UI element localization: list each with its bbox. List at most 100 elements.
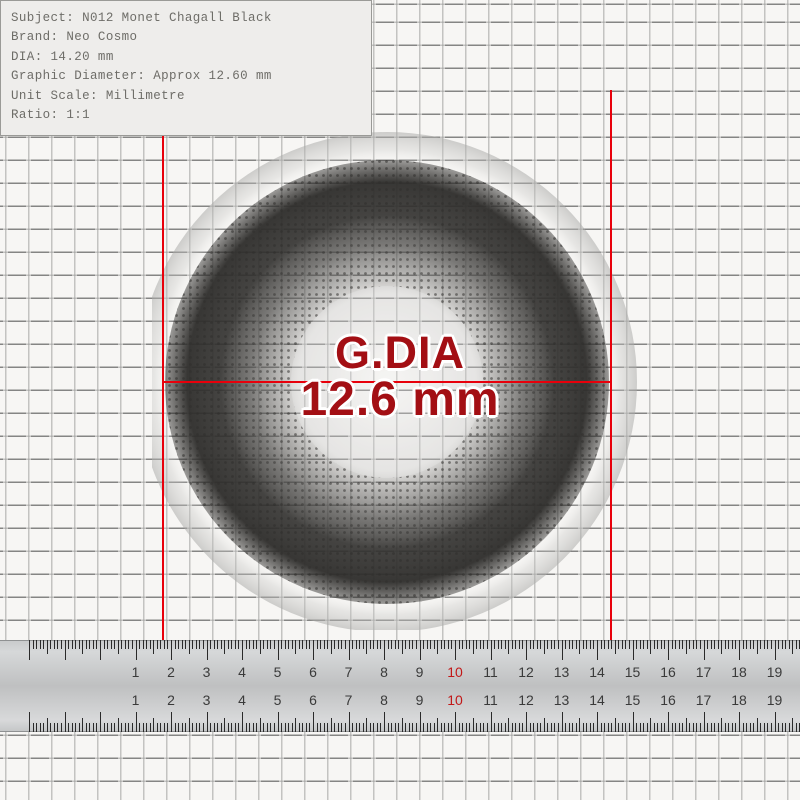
ruler-tick xyxy=(657,640,658,649)
ruler-tick xyxy=(370,723,371,732)
ruler-tick xyxy=(249,640,250,649)
ruler-tick xyxy=(352,723,353,732)
ruler-tick xyxy=(285,640,286,649)
ruler-tick xyxy=(679,640,680,649)
ruler-tick xyxy=(82,640,83,654)
ruler-tick xyxy=(75,640,76,649)
ruler-tick xyxy=(29,640,30,660)
ruler-number: 7 xyxy=(345,692,353,708)
ruler-number: 17 xyxy=(696,692,712,708)
ruler-tick xyxy=(278,640,279,660)
ruler-tick xyxy=(288,640,289,649)
ruler-tick xyxy=(409,723,410,732)
ruler-tick xyxy=(519,640,520,649)
ruler-tick xyxy=(57,640,58,649)
info-brand: Brand: Neo Cosmo xyxy=(11,28,361,47)
ruler-tick xyxy=(313,640,314,660)
ruler-tick xyxy=(114,640,115,649)
ruler-tick xyxy=(444,723,445,732)
ruler-tick xyxy=(590,723,591,732)
ruler-tick xyxy=(267,640,268,649)
ruler-tick xyxy=(682,640,683,649)
ruler-tick xyxy=(302,640,303,649)
ruler-tick xyxy=(590,640,591,649)
gdia-label: G.DIA xyxy=(300,330,499,376)
ruler-tick xyxy=(771,640,772,649)
ruler-tick xyxy=(593,640,594,649)
ruler-tick xyxy=(757,718,758,732)
ruler-tick xyxy=(562,712,563,732)
ruler-tick xyxy=(586,640,587,649)
ruler-tick xyxy=(643,640,644,649)
ruler-tick xyxy=(796,723,797,732)
ruler-tick xyxy=(309,640,310,649)
ruler-tick xyxy=(604,723,605,732)
ruler-number: 2 xyxy=(167,692,175,708)
ruler-tick xyxy=(767,640,768,649)
ruler-tick xyxy=(711,723,712,732)
ruler-tick xyxy=(136,712,137,732)
ruler-tick xyxy=(281,640,282,649)
ruler-tick xyxy=(192,723,193,732)
ruler-tick xyxy=(473,640,474,654)
info-unit-value: Millimetre xyxy=(106,89,185,103)
ruler-tick xyxy=(739,640,740,660)
ruler-tick xyxy=(331,640,332,654)
ruler-tick xyxy=(423,723,424,732)
ruler-tick xyxy=(654,723,655,732)
ruler-tick xyxy=(221,640,222,649)
ruler-tick xyxy=(675,723,676,732)
ruler-tick xyxy=(434,640,435,649)
ruler-tick xyxy=(72,723,73,732)
ruler-tick xyxy=(228,723,229,732)
ruler-tick xyxy=(61,640,62,649)
ruler-tick xyxy=(40,640,41,649)
ruler-tick xyxy=(196,723,197,732)
ruler-tick xyxy=(451,640,452,649)
ruler-tick xyxy=(139,723,140,732)
ruler-tick xyxy=(221,723,222,732)
ruler-tick xyxy=(253,640,254,649)
ruler-tick xyxy=(796,640,797,649)
ruler-tick xyxy=(178,640,179,649)
ruler-tick xyxy=(125,723,126,732)
ruler-tick xyxy=(33,640,34,649)
ruler-tick xyxy=(629,723,630,732)
ruler-tick xyxy=(459,723,460,732)
ruler-tick xyxy=(636,640,637,649)
ruler-tick xyxy=(636,723,637,732)
ruler-tick xyxy=(746,723,747,732)
info-ratio-label: Ratio: xyxy=(11,108,58,122)
info-gdia-value: Approx 12.60 mm xyxy=(153,69,272,83)
ruler-tick xyxy=(309,723,310,732)
ruler-tick xyxy=(278,712,279,732)
ruler-tick xyxy=(601,723,602,732)
ruler-tick xyxy=(121,723,122,732)
ruler-tick xyxy=(537,640,538,649)
ruler-tick xyxy=(622,723,623,732)
info-ratio: Ratio: 1:1 xyxy=(11,106,361,125)
ruler-tick xyxy=(36,723,37,732)
ruler-tick xyxy=(757,640,758,654)
ruler-tick xyxy=(217,723,218,732)
ruler-tick xyxy=(483,723,484,732)
ruler-tick xyxy=(160,640,161,649)
ruler-tick xyxy=(487,723,488,732)
ruler-tick xyxy=(750,640,751,649)
ruler-tick xyxy=(572,640,573,649)
ruler-tick xyxy=(86,723,87,732)
ruler-tick xyxy=(526,712,527,732)
ruler-tick xyxy=(356,640,357,649)
ruler-tick xyxy=(533,723,534,732)
ruler-tick xyxy=(792,718,793,732)
ruler-tick xyxy=(192,640,193,649)
ruler-tick xyxy=(473,718,474,732)
ruler-tick xyxy=(54,640,55,649)
ruler-tick xyxy=(171,640,172,660)
ruler-tick xyxy=(111,723,112,732)
ruler-tick xyxy=(789,640,790,649)
ruler-tick xyxy=(157,640,158,649)
ruler-number: 18 xyxy=(731,664,747,680)
ruler-tick xyxy=(476,723,477,732)
ruler-tick xyxy=(554,723,555,732)
